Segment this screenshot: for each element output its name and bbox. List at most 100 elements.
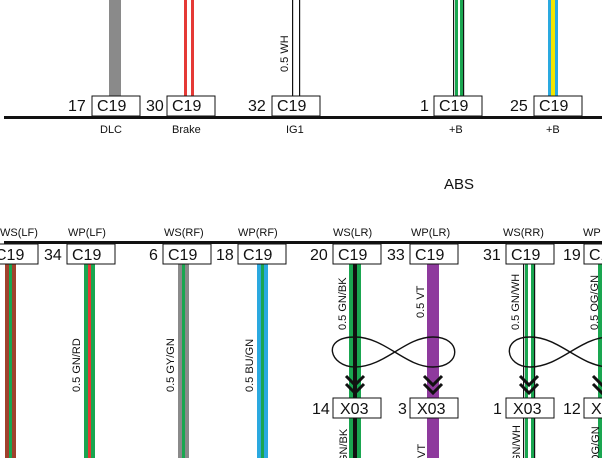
connector-id: C19 bbox=[0, 247, 24, 264]
pin-number: 33 bbox=[387, 247, 405, 264]
connector-id: C19 bbox=[338, 247, 367, 264]
pin-number: 6 bbox=[149, 247, 158, 264]
wire-label-box-ws-rf: 0.5 GY/GN bbox=[165, 338, 177, 392]
bottom-connector-ws-rr: 31 C19 bbox=[483, 243, 555, 265]
connector-id: C19 bbox=[97, 98, 126, 115]
wire-ig1 bbox=[292, 0, 301, 96]
wire-ws-lr bbox=[349, 264, 361, 458]
x03-connector-wp-rr: 12 X03 bbox=[563, 397, 602, 419]
connector-id: C19 bbox=[277, 98, 306, 115]
connector-id: C19 bbox=[539, 98, 568, 115]
signal-label: IG1 bbox=[286, 124, 304, 136]
pin-number: 32 bbox=[248, 98, 266, 115]
wire-label-ws-rr: 0.5 GN/WH bbox=[510, 274, 522, 330]
pin-number: 25 bbox=[510, 98, 528, 115]
wire-wp-lf bbox=[84, 264, 95, 458]
signal-label-ws-rr: WS(RR) bbox=[503, 227, 544, 239]
connector-id: X03 bbox=[513, 401, 542, 418]
wire-wp-lr bbox=[427, 264, 439, 458]
lower-wire-label-wp-lr: VT bbox=[416, 444, 428, 458]
pin-number: 14 bbox=[312, 401, 330, 418]
wire-b1 bbox=[453, 0, 465, 96]
wire-label-box-wp-rf: 0.5 BU/GN bbox=[244, 339, 256, 392]
connector-id: X03 bbox=[591, 401, 602, 418]
twisted-pair-lr-icon bbox=[331, 336, 456, 368]
x03-connector-ws-rr: 1 X03 bbox=[493, 397, 555, 419]
wire-label-ig1: 0.5 WH bbox=[279, 35, 291, 72]
connector-id: C19 bbox=[168, 247, 197, 264]
wire-ws-rr bbox=[523, 264, 536, 458]
pin-number: 3 bbox=[398, 401, 407, 418]
connector-id: X03 bbox=[417, 401, 446, 418]
wire-label-ws-rf: 0.5 GY/GN bbox=[165, 338, 177, 392]
wire-wp-rf bbox=[257, 264, 268, 458]
connector-id: C19 bbox=[243, 247, 272, 264]
wire-label-wp-rr: 0.5 OG/GN bbox=[589, 275, 601, 330]
signal-label-wp-lr: WP(LR) bbox=[411, 227, 450, 239]
twisted-pair-rr-icon-b bbox=[529, 336, 602, 367]
pin-number: 12 bbox=[563, 401, 581, 418]
connector-id: C19 bbox=[439, 98, 468, 115]
wire-b2 bbox=[548, 0, 558, 96]
signal-label: DLC bbox=[100, 124, 122, 136]
connector-id: C19 bbox=[589, 247, 602, 264]
bottom-connector-wp-lf: 34 C19 bbox=[44, 243, 116, 265]
bottom-module-boundary bbox=[4, 241, 602, 244]
connector-id: C19 bbox=[172, 98, 201, 115]
lower-wire-label-ws-rr: GN/WH bbox=[511, 425, 523, 458]
pin-number: 17 bbox=[68, 98, 86, 115]
connector-id: X03 bbox=[340, 401, 369, 418]
wire-brake bbox=[184, 0, 194, 96]
signal-label-ws-lf: WS(LF) bbox=[0, 227, 38, 239]
bottom-connector-wp-rf: 18 C19 bbox=[216, 243, 287, 265]
signal-label: Brake bbox=[172, 124, 201, 136]
chevron-down-icon-rr-ws bbox=[518, 374, 540, 396]
bottom-connector-wp-lr: 33 C19 bbox=[387, 243, 459, 265]
x03-connector-wp-lr: 3 X03 bbox=[398, 397, 459, 419]
pin-number: 1 bbox=[493, 401, 502, 418]
connector-id: C19 bbox=[511, 247, 540, 264]
pin-number: 19 bbox=[563, 247, 581, 264]
wire-ws-lf bbox=[5, 264, 16, 458]
bottom-connector-ws-lr: 20 C19 bbox=[310, 243, 382, 265]
wire-label-wp-rf: 0.5 BU/GN bbox=[244, 339, 256, 392]
wire-label-ws-lr: 0.5 GN/BK bbox=[337, 277, 349, 330]
pin-number: 34 bbox=[44, 247, 62, 264]
signal-label-wp-rf: WP(RF) bbox=[238, 227, 278, 239]
signal-label-ws-lr: WS(LR) bbox=[333, 227, 372, 239]
top-connector-b1: 1 C19 +B bbox=[420, 95, 483, 136]
chevron-down-icon-rr-wp bbox=[591, 374, 602, 396]
pin-number: 1 bbox=[420, 98, 429, 115]
chevron-down-icon-lr-ws bbox=[344, 374, 366, 396]
signal-label-wp-lf: WP(LF) bbox=[68, 227, 106, 239]
signal-label: +B bbox=[546, 124, 560, 136]
twisted-pair-rr-icon bbox=[508, 336, 602, 368]
signal-label-wp-rr: WP bbox=[583, 227, 601, 239]
signal-label-ws-rf: WS(RF) bbox=[164, 227, 204, 239]
wire-dlc bbox=[109, 0, 121, 96]
top-module-boundary bbox=[4, 116, 602, 119]
pin-number: 20 bbox=[310, 247, 328, 264]
wire-wp-rr bbox=[598, 264, 602, 458]
module-label: ABS bbox=[444, 176, 474, 193]
bottom-connector-ws-rf: 6 C19 bbox=[149, 243, 212, 265]
signal-label: +B bbox=[449, 124, 463, 136]
wire-label-wp-lr: 0.5 VT bbox=[415, 285, 427, 318]
x03-connector-ws-lr: 14 X03 bbox=[312, 397, 382, 419]
wire-label-box-wp-lf: 0.5 GN/RD bbox=[68, 300, 83, 400]
top-connector-b2: 25 C19 +B bbox=[510, 95, 583, 136]
connector-id: C19 bbox=[72, 247, 101, 264]
bottom-connector-wp-rr: 19 C19 bbox=[563, 243, 602, 265]
pin-number: 31 bbox=[483, 247, 501, 264]
bottom-connector-ws-lf: C19 bbox=[0, 243, 39, 265]
pin-number: 30 bbox=[146, 98, 164, 115]
top-connector-ig1: 32 C19 IG1 bbox=[248, 95, 321, 136]
top-wires bbox=[109, 0, 558, 96]
wire-ws-rf bbox=[178, 264, 189, 458]
chevron-down-icon-lr-wp bbox=[422, 374, 444, 396]
wire-label-wp-lf: 0.5 GN/RD bbox=[71, 338, 83, 392]
connector-id: C19 bbox=[415, 247, 444, 264]
lower-wire-label-wp-rr: OG/GN bbox=[590, 426, 602, 458]
lower-wire-label-ws-lr: GN/BK bbox=[338, 428, 350, 458]
